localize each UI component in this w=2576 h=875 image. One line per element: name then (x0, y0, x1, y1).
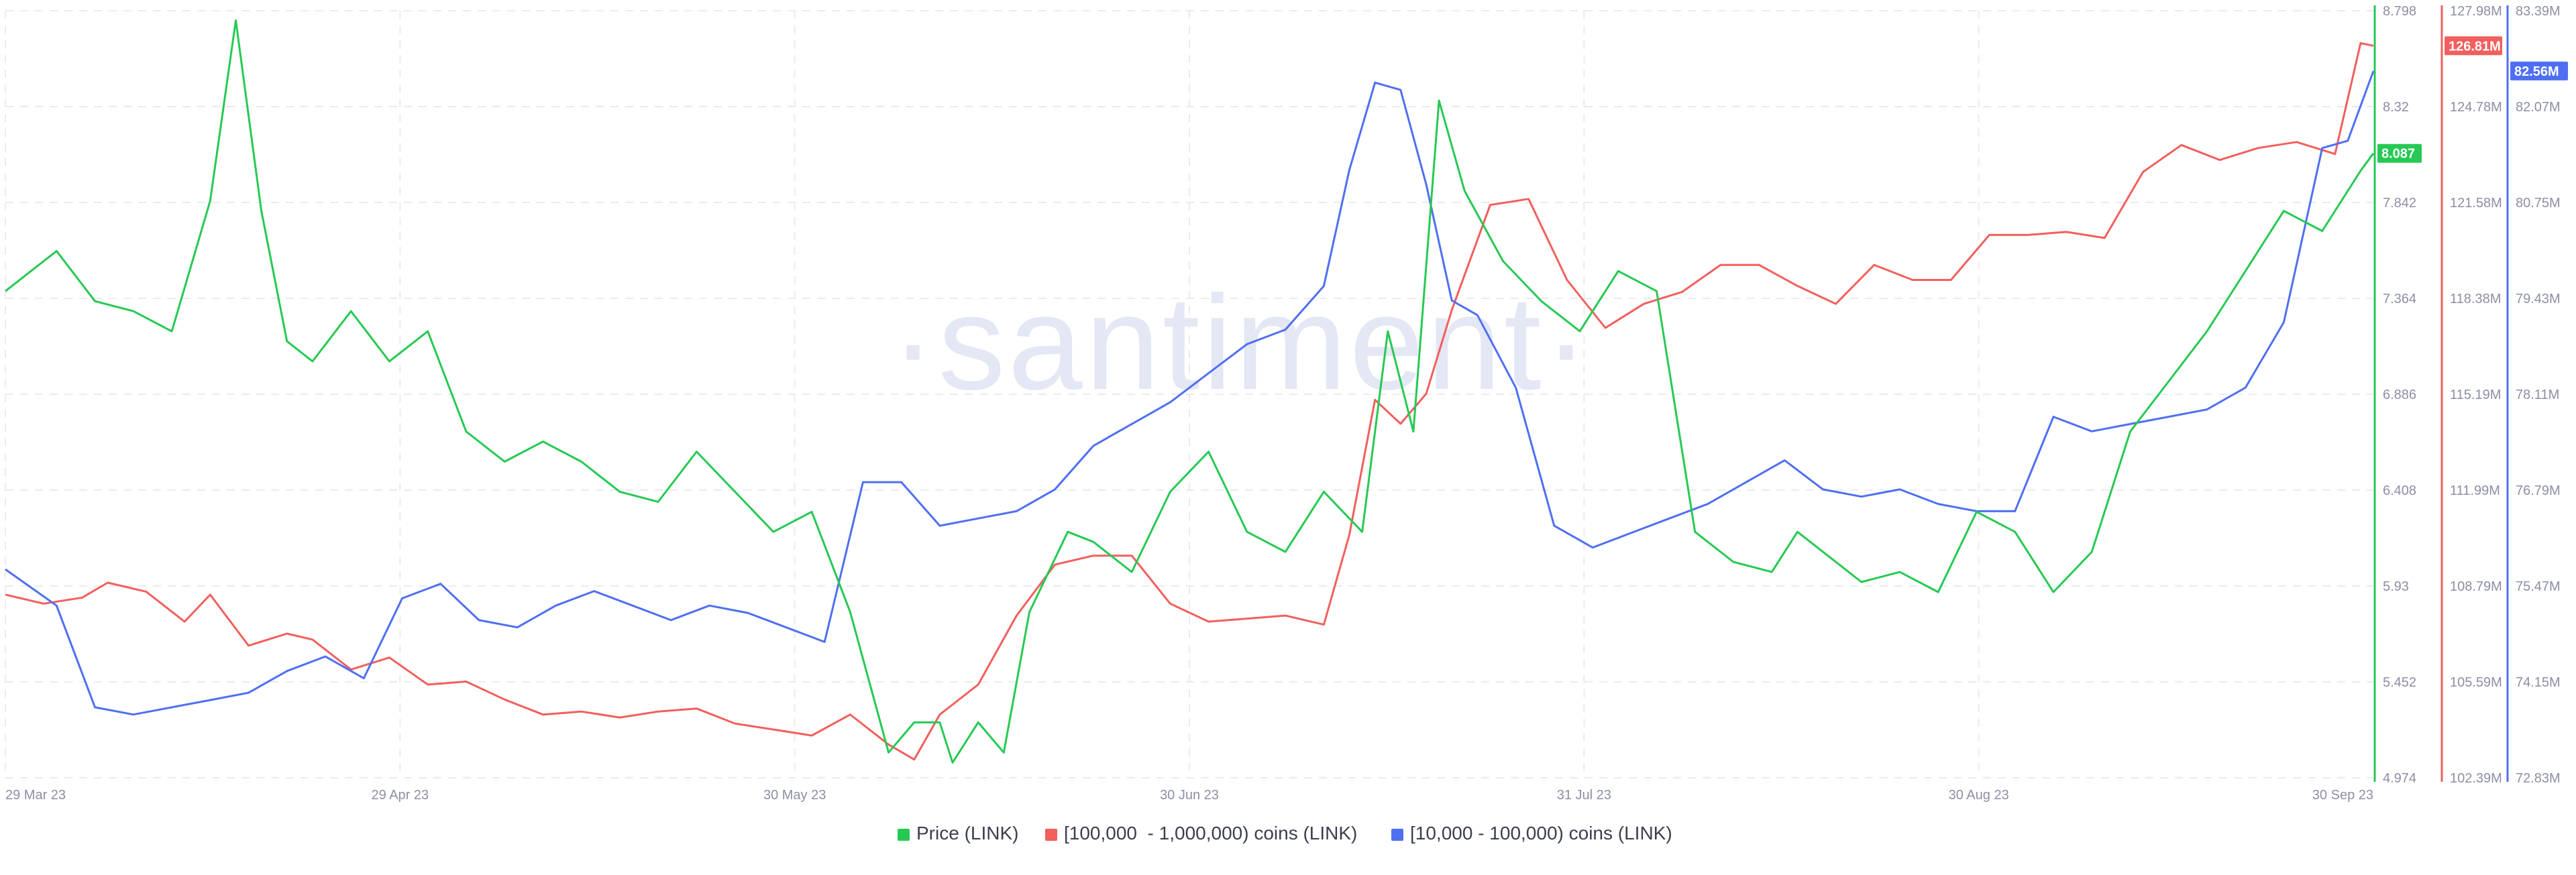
axis-tick-label-price: 7.842 (2383, 196, 2416, 211)
last-value-label-whales: 126.81M (2449, 39, 2501, 54)
x-tick-label: 29 Mar 23 (5, 788, 66, 803)
x-tick-label: 30 Sep 23 (2312, 788, 2373, 803)
axis-tick-label-sharks: 82.07M (2516, 100, 2561, 115)
last-value-badge-price (2377, 143, 2422, 163)
x-axis-ticks: 29 Mar 23 29 Apr 23 30 May 23 30 Jun 23 31 J… (5, 788, 2373, 803)
legend-swatch (1045, 829, 1057, 841)
legend[interactable]: Price (LINK) [100,000 - 1,000,000) coins … (898, 823, 1672, 843)
last-value-label-sharks: 82.56M (2514, 64, 2559, 79)
axis-tick-label-whales: 124.78M (2450, 100, 2502, 115)
axis-tick-label-price: 7.364 (2383, 292, 2416, 306)
axis-tick-label-whales: 115.19M (2450, 388, 2501, 402)
santiment-watermark: ·santiment· (891, 268, 1591, 418)
axis-tick-label-price: 4.974 (2383, 771, 2416, 786)
axis-tick-label-sharks: 80.75M (2516, 196, 2561, 211)
axis-tick-label-whales: 102.39M (2450, 771, 2502, 786)
axis-tick-label-price: 8.32 (2383, 100, 2409, 115)
grid-layer (5, 10, 2373, 778)
series-line-price (5, 19, 2375, 764)
x-tick-label: 29 Apr 23 (372, 788, 429, 803)
legend-label: [10,000 - 100,000) coins (LINK) (1410, 823, 1672, 843)
axis-tick-label-sharks: 74.15M (2516, 675, 2561, 690)
x-tick-label: 30 Aug 23 (1949, 788, 2009, 803)
axis-tick-label-sharks: 75.47M (2516, 579, 2561, 594)
series-layer (5, 19, 2375, 764)
axis-tick-label-sharks: 79.43M (2516, 292, 2561, 306)
legend-item-whales[interactable]: [100,000 - 1,000,000) coins (LINK) (1045, 823, 1357, 843)
axis-tick-label-price: 6.408 (2383, 483, 2416, 498)
last-value-badge-sharks (2510, 61, 2568, 80)
axis-tick-label-sharks: 83.39M (2516, 4, 2561, 19)
series-line-whales (5, 42, 2374, 761)
axis-layer: 8.798 8.32 7.842 7.364 6.886 6.408 5.93 5.452 4.… (2373, 4, 2568, 786)
legend-label: Price (LINK) (916, 823, 1018, 843)
axis-tick-label-sharks: 76.79M (2516, 483, 2561, 498)
axis-tick-label-whales: 111.99M (2450, 483, 2500, 498)
axis-tick-label-whales: 108.79M (2450, 579, 2502, 594)
legend-item-sharks[interactable]: [10,000 - 100,000) coins (LINK) (1391, 823, 1672, 843)
x-tick-label: 30 May 23 (763, 788, 826, 803)
axis-tick-label-price: 5.452 (2383, 675, 2416, 690)
last-value-badge-whales (2445, 36, 2502, 56)
axis-tick-label-sharks: 72.83M (2516, 771, 2561, 786)
axis-tick-label-whales: 121.58M (2450, 196, 2502, 211)
axis-tick-label-sharks: 78.11M (2516, 388, 2559, 402)
axis-tick-label-whales: 118.38M (2450, 292, 2501, 306)
legend-item-price[interactable]: Price (LINK) (898, 823, 1018, 843)
x-tick-label: 31 Jul 23 (1557, 788, 1611, 803)
axis-tick-label-price: 6.886 (2383, 388, 2416, 402)
series-line-sharks (5, 70, 2375, 716)
axis-tick-label-whales: 127.98M (2450, 4, 2502, 19)
axis-tick-label-price: 8.798 (2383, 4, 2416, 19)
axis-tick-label-price: 5.93 (2383, 579, 2409, 594)
legend-label: [100,000 - 1,000,000) coins (LINK) (1064, 823, 1357, 843)
last-value-label-price: 8.087 (2381, 147, 2415, 162)
legend-swatch (898, 829, 910, 841)
x-tick-label: 30 Jun 23 (1160, 788, 1219, 803)
axis-tick-label-whales: 105.59M (2450, 675, 2502, 690)
legend-swatch (1391, 829, 1403, 841)
